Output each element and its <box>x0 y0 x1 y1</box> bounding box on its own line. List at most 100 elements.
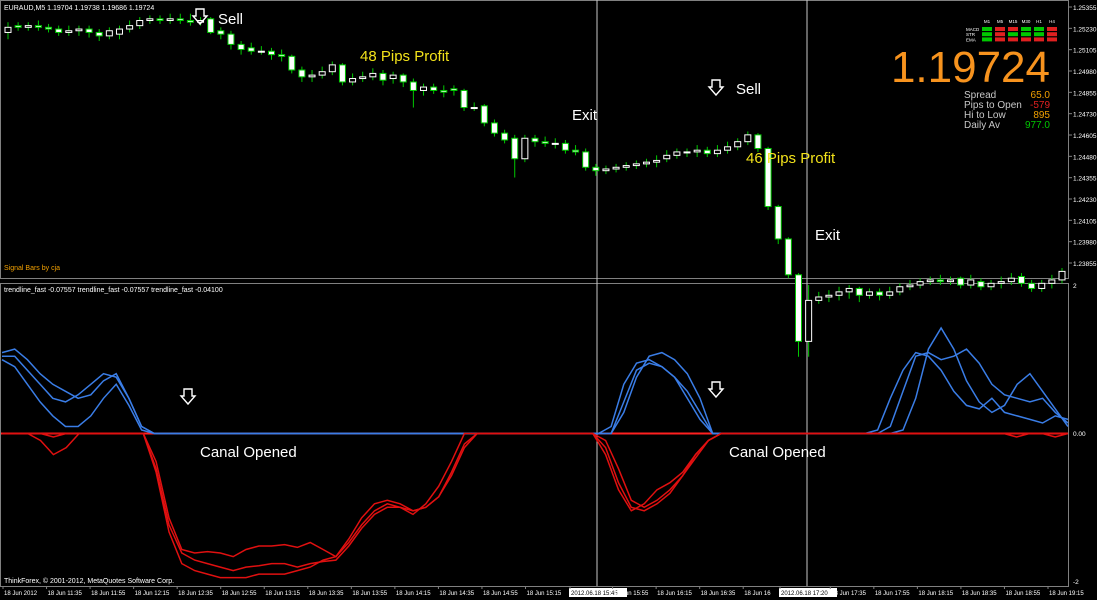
candlestick-series <box>4 13 1066 357</box>
candle <box>146 15 154 24</box>
candle <box>379 70 387 86</box>
signal-cell <box>1008 32 1018 37</box>
candle <box>825 290 833 303</box>
candle <box>561 139 569 154</box>
candle <box>328 61 336 76</box>
signal-cell <box>1047 32 1057 37</box>
candle <box>511 134 519 178</box>
time-tick-label: 18 Jun 13:35 <box>309 591 344 597</box>
candle <box>318 66 326 79</box>
candle <box>855 286 863 303</box>
candle <box>784 237 792 279</box>
candle <box>399 73 407 88</box>
exit-label-1: Exit <box>572 107 598 124</box>
signal-cell <box>1021 37 1031 42</box>
price-tick-label: 1.25105 <box>1073 48 1097 55</box>
candle <box>1038 279 1046 292</box>
candle <box>997 276 1005 289</box>
indicator-label: Signal Bars by cja <box>4 265 60 272</box>
candle <box>14 22 22 31</box>
profit-label-1: 48 Pips Profit <box>360 48 450 65</box>
down-arrow-icon <box>707 381 725 399</box>
candle <box>1007 273 1015 286</box>
candle <box>24 22 32 31</box>
candle <box>754 133 762 152</box>
candle <box>805 285 813 357</box>
sell-label-2: Sell <box>736 81 761 98</box>
candle <box>257 46 265 55</box>
candle <box>663 150 671 163</box>
candle <box>622 162 630 171</box>
candle <box>724 141 732 154</box>
signal-cell <box>1034 37 1044 42</box>
candle <box>582 148 590 171</box>
candle <box>1028 279 1036 292</box>
time-tick-label: 18 Jun 16:35 <box>701 591 736 597</box>
candle <box>936 274 944 286</box>
candle <box>480 104 488 127</box>
candle <box>947 276 955 286</box>
candle <box>95 29 103 41</box>
signal-cell <box>982 37 992 42</box>
candle <box>734 138 742 151</box>
candle <box>4 22 12 40</box>
candle <box>338 63 346 86</box>
candle <box>845 285 853 299</box>
price-axis: 1.25355 1.25230 1.25105 1.24980 1.24855 1.247… <box>1068 5 1097 268</box>
time-tick-label: 18 Jun 13:55 <box>352 591 387 597</box>
candle <box>572 145 580 156</box>
time-tick-label: 18 Jun 17:35 <box>831 591 866 597</box>
signal-cell <box>995 37 1005 42</box>
candle <box>683 148 691 158</box>
time-axis: 18 Jun 2012 18 Jun 11:35 18 Jun 11:55 18 Ju… <box>2 586 1084 597</box>
candle <box>34 20 42 31</box>
candle <box>653 155 661 168</box>
time-tick-label: 18 Jun 14:55 <box>483 591 518 597</box>
candle <box>409 78 417 108</box>
price-tick-label: 1.25230 <box>1073 26 1097 33</box>
candle <box>126 20 134 33</box>
candle <box>906 279 914 291</box>
candle <box>957 276 965 289</box>
candle <box>450 85 458 96</box>
timeframe-label: H1 <box>1036 19 1042 24</box>
trendline-series <box>1 326 1069 579</box>
chart-title: EURAUD,M5 1.19704 1.19738 1.19686 1.1972… <box>4 5 154 12</box>
down-arrow-icon <box>191 8 209 26</box>
candle <box>926 276 934 286</box>
time-tick-label: 18 Jun 14:15 <box>396 591 431 597</box>
candle <box>186 13 194 26</box>
info-label: Hi to Low <box>964 110 1006 121</box>
time-tick-label: 18 Jun 2012 <box>4 591 38 597</box>
info-label: Pips to Open <box>964 100 1022 111</box>
time-tick-label: 18 Jun 16:15 <box>657 591 692 597</box>
time-tick-label: 18 Jun 11:55 <box>91 591 126 597</box>
subwindow-title: trendline_fast -0.07557 trendline_fast -… <box>4 287 223 294</box>
timeframe-label: M5 <box>997 19 1004 24</box>
candle <box>602 165 610 175</box>
candle <box>876 288 884 301</box>
time-tick-label: 18 Jun 17:55 <box>875 591 910 597</box>
signal-cell <box>982 32 992 37</box>
candle <box>642 158 650 168</box>
candle <box>521 134 529 163</box>
candle <box>916 278 924 289</box>
price-tick-label: 1.25355 <box>1073 5 1097 12</box>
time-tick-label: 2012.06.18 15:45 <box>571 591 618 597</box>
time-tick-label: 18 Jun 13:15 <box>265 591 300 597</box>
price-tick-label: 1.24480 <box>1073 154 1097 161</box>
timeframe-label: M30 <box>1022 19 1031 24</box>
signal-row-label: MACD <box>966 27 980 32</box>
candle <box>977 278 985 291</box>
info-label: Daily Av <box>964 120 1000 131</box>
candle <box>156 15 164 24</box>
indicator-axis: 2 0.00 -2 <box>1073 283 1086 586</box>
candle <box>592 163 600 176</box>
signal-cell <box>995 32 1005 37</box>
signal-row-label: STR <box>966 32 976 37</box>
time-tick-label: 2012.06.18 17:20 <box>781 591 828 597</box>
candle <box>440 85 448 98</box>
time-tick-label: 18 Jun 12:35 <box>178 591 213 597</box>
